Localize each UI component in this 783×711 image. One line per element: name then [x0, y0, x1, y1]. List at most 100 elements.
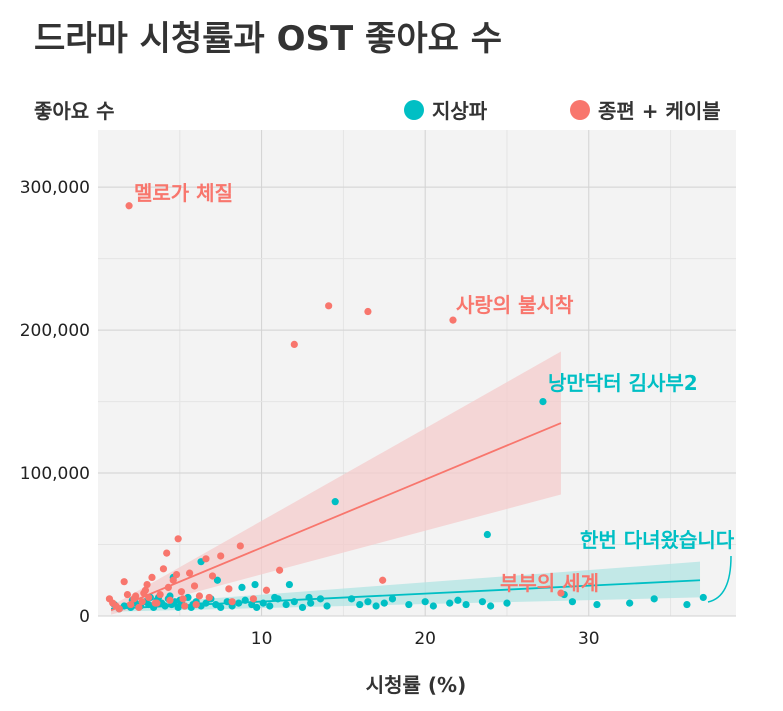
data-point-1	[120, 578, 128, 586]
data-point-0	[251, 580, 259, 589]
data-point-1	[125, 202, 133, 210]
data-point-0	[202, 599, 210, 607]
data-point-1	[192, 600, 200, 609]
data-point-1	[262, 586, 271, 594]
data-point-1	[290, 340, 298, 349]
legend-title: 좋아요 수	[34, 99, 115, 123]
data-point-0	[421, 598, 429, 606]
data-point-0	[487, 602, 495, 610]
data-point-1	[364, 307, 372, 316]
data-point-0	[290, 598, 298, 606]
data-point-0	[503, 599, 511, 607]
data-point-1	[164, 583, 172, 592]
y-tick-label: 0	[79, 607, 90, 627]
data-point-1	[275, 566, 284, 574]
y-tick-label: 200,000	[20, 321, 90, 341]
data-point-1	[159, 565, 168, 573]
confidence-bands	[111, 351, 701, 615]
data-point-0	[161, 602, 169, 610]
data-point-0	[266, 602, 274, 610]
data-point-1	[151, 599, 159, 607]
data-point-0	[241, 596, 249, 604]
data-point-1	[127, 600, 135, 609]
confidence-band-1	[111, 351, 561, 615]
data-point-1	[202, 555, 210, 563]
data-point-0	[253, 603, 261, 612]
data-point-1	[181, 602, 189, 610]
data-point-1	[379, 576, 387, 584]
data-point-1	[177, 588, 186, 596]
x-tick-label: 20	[414, 629, 436, 649]
data-point-1	[225, 585, 233, 593]
data-point-0	[454, 596, 462, 604]
annotation-romantic-doctor: 낭만닥터 김사부2	[548, 371, 698, 395]
data-point-0	[429, 602, 437, 610]
data-point-0	[699, 593, 707, 602]
data-point-0	[462, 600, 470, 609]
y-tick-label: 100,000	[20, 464, 90, 484]
data-point-0	[305, 593, 313, 602]
data-point-0	[483, 530, 491, 539]
data-point-1	[174, 535, 182, 543]
data-point-1	[195, 592, 204, 600]
annotation-connector	[707, 555, 732, 603]
data-point-0	[593, 600, 601, 609]
data-point-1	[228, 598, 236, 606]
data-point-1	[172, 570, 181, 579]
data-point-0	[650, 595, 658, 603]
data-point-1	[166, 596, 174, 604]
data-point-0	[238, 583, 246, 592]
data-points	[105, 202, 707, 613]
data-point-1	[325, 302, 333, 310]
data-point-0	[388, 595, 397, 603]
annotation-melo: 멜로가 체질	[134, 181, 233, 205]
data-point-0	[217, 603, 225, 612]
data-point-1	[140, 589, 148, 597]
data-point-1	[148, 573, 156, 582]
data-point-1	[135, 603, 143, 612]
data-point-1	[449, 316, 457, 324]
data-point-1	[208, 572, 217, 580]
data-point-1	[205, 593, 213, 602]
data-point-1	[145, 593, 153, 602]
data-point-1	[179, 595, 187, 603]
data-point-1	[190, 582, 199, 590]
data-point-1	[557, 589, 565, 597]
data-point-0	[271, 593, 279, 602]
data-point-0	[568, 598, 577, 606]
data-point-0	[323, 602, 331, 610]
data-point-0	[259, 599, 267, 607]
data-point-1	[132, 592, 140, 600]
data-point-0	[356, 600, 364, 609]
data-point-1	[143, 580, 151, 589]
data-point-0	[446, 599, 454, 607]
data-point-0	[380, 599, 388, 607]
data-point-0	[626, 599, 634, 607]
data-point-0	[683, 600, 691, 609]
x-tick-label: 10	[251, 629, 273, 649]
data-point-0	[347, 595, 356, 603]
legend-label-cable: 종편 + 케이블	[598, 99, 721, 123]
data-point-0	[364, 598, 372, 606]
legend-swatch-terrestrial	[404, 100, 424, 120]
data-point-1	[217, 552, 225, 560]
legend-swatch-cable	[570, 100, 590, 120]
data-point-1	[138, 598, 146, 606]
annotation-once-again: 한번 다녀왔습니다	[580, 528, 735, 552]
y-axis-ticks: 0 100,000 200,000 300,000	[20, 178, 90, 627]
data-point-0	[331, 498, 339, 506]
data-point-1	[163, 549, 171, 557]
x-axis-ticks: 10 20 30	[251, 629, 600, 649]
data-point-0	[478, 598, 487, 606]
plot-panel	[98, 130, 736, 616]
y-tick-label: 300,000	[20, 178, 90, 198]
data-point-1	[115, 605, 123, 613]
data-point-1	[123, 590, 132, 599]
data-point-0	[282, 600, 290, 609]
data-point-1	[156, 590, 164, 599]
data-point-0	[298, 603, 307, 612]
data-point-1	[169, 576, 177, 584]
legend-label-terrestrial: 지상파	[432, 99, 488, 123]
chart-title: 드라마 시청률과 OST 좋아요 수	[34, 19, 502, 59]
